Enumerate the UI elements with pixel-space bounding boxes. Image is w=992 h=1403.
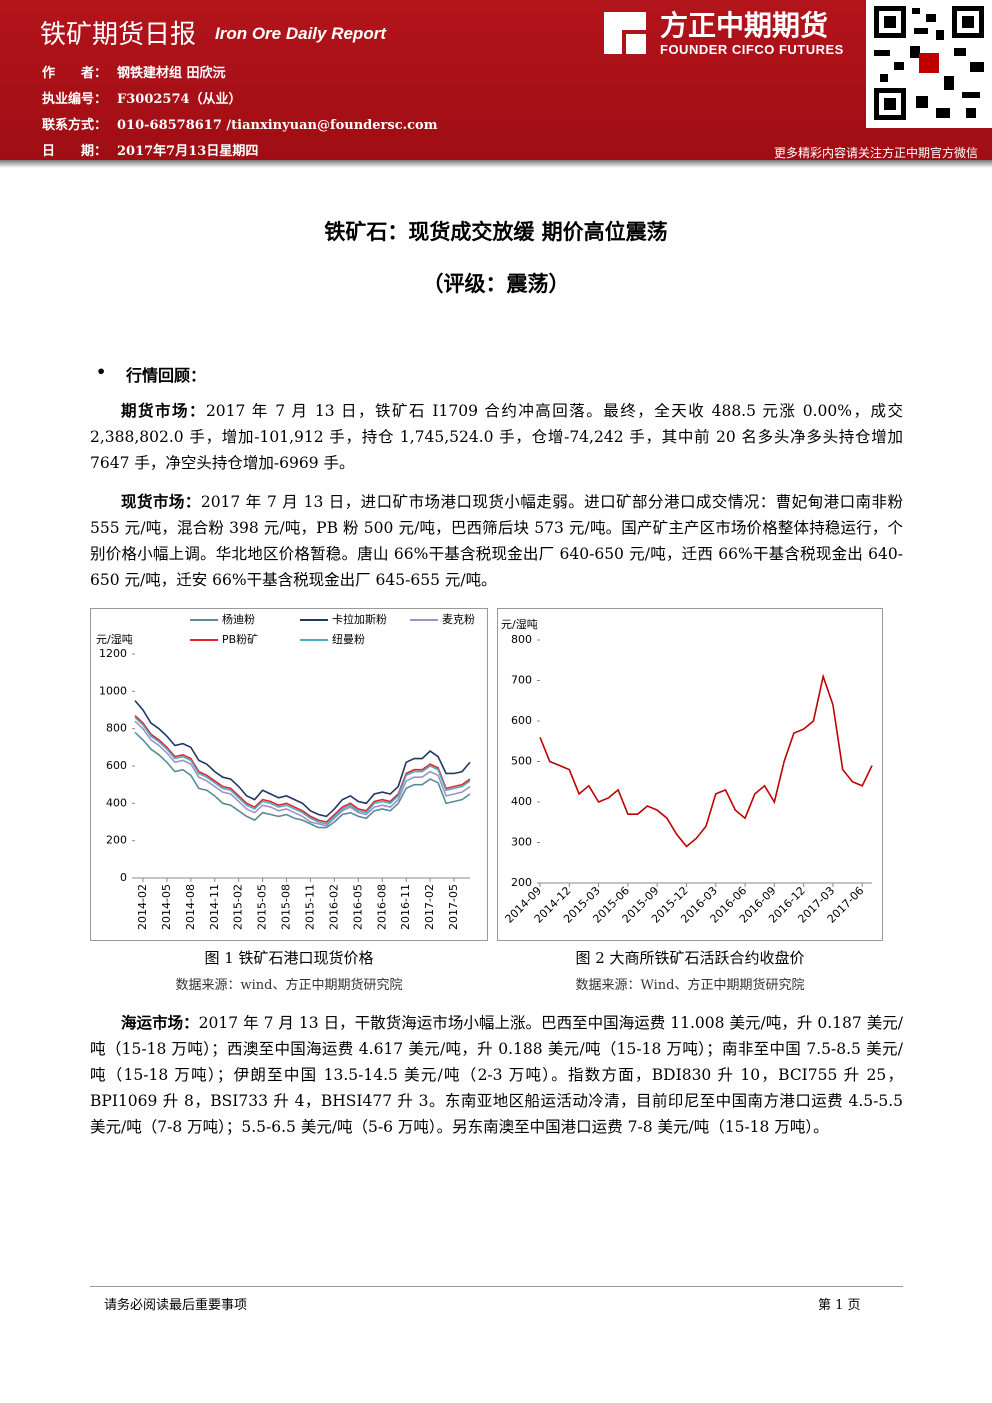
x-tick-label: 2017-02 [423,884,436,930]
date-row: 日 期： 2017年7月13日星期四 [42,140,258,159]
y-tick-label: 1200 [99,647,127,660]
report-subtitle: Iron Ore Daily Report [215,24,386,43]
field-label: 联系方式： [42,118,108,133]
x-tick-label: 2014-08 [184,884,197,930]
paragraph-text: 2017 年 7 月 13 日，进口矿市场港口现货小幅走弱。进口矿部分港口成交情… [90,493,903,589]
data-line [134,716,471,825]
footer-rule [90,1286,903,1287]
x-tick-label: 2016-02 [327,884,340,930]
data-line [134,720,471,827]
x-tick-label: 2014-02 [136,884,149,930]
paragraph-text: 2017 年 7 月 13 日，干散货海运市场小幅上涨。巴西至中国海运费 11.… [90,1014,903,1136]
legend-label: 麦克粉 [442,613,475,626]
field-value: 010-68578617 /tianxinyuan@foundersc.com [117,118,438,133]
logo-english: FOUNDER CIFCO FUTURES [660,42,844,57]
chart-frame [90,608,488,941]
article-title: 铁矿石：现货成交放缓 期价高位震荡 [324,219,668,244]
contact-row: 联系方式： 010-68578617 /tianxinyuan@foundersc… [42,114,438,133]
data-line [134,715,471,823]
y-tick-label: 1000 [99,684,127,697]
logo-name: 方正中期期货 [660,9,829,42]
x-tick-label: 2016-11 [399,884,412,930]
x-tick-label: 2014-11 [208,884,221,930]
wechat-note: 更多精彩内容请关注方正中期官方微信 [773,146,978,160]
logo-icon [604,12,646,54]
legend-label: 纽曼粉 [332,632,365,646]
section-heading: 行情回顾： [96,362,206,386]
y-tick-label: 700 [511,674,532,687]
report-title: 铁矿期货日报 [40,20,197,50]
paragraph: 现货市场：2017 年 7 月 13 日，进口矿市场港口现货小幅走弱。进口矿部分… [90,489,903,593]
author-row: 作 者： 钢铁建材组 田欣沅 [42,62,226,81]
field-value: 钢铁建材组 田欣沅 [117,66,226,81]
data-line [134,700,471,818]
y-tick-label: 400 [511,795,532,808]
header-shadow [0,160,992,168]
page-number: 第 1 页 [818,1298,861,1313]
paragraph: 海运市场：2017 年 7 月 13 日，干散货海运市场小幅上涨。巴西至中国海运… [90,1010,903,1140]
y-tick-label: 200 [106,834,127,847]
field-label: 执业编号： [42,92,108,107]
y-tick-label: 800 [106,722,127,735]
y-tick-label: 0 [120,871,127,884]
chart: 元/湿吨 0 200 400 600 800 1000 1200 2014-02 2014-05 2… [90,608,488,941]
paragraph-text: 2017 年 7 月 13 日，铁矿石 I1709 合约冲高回落。最终，全天收 … [90,402,903,472]
y-tick-label: 400 [106,796,127,809]
chart-frame [497,608,883,941]
field-label: 作 者： [42,66,108,81]
x-tick-label: 2014-05 [160,884,173,930]
x-tick-label: 2016-05 [351,884,364,930]
x-tick-label: 2015-08 [280,884,293,930]
paragraph: 期货市场：2017 年 7 月 13 日，铁矿石 I1709 合约冲高回落。最终… [90,398,903,476]
x-tick-label: 2015-11 [303,884,316,930]
legend-label: PB粉矿 [222,633,258,646]
y-tick-label: 200 [511,876,532,889]
data-line [539,673,873,848]
qr-code [866,0,992,128]
footer-note: 请务必阅读最后重要事项 [104,1298,248,1313]
license-row: 执业编号： F3002574（从业） [42,88,242,107]
legend-label: 杨迪粉 [222,612,255,626]
y-tick-label: 800 [511,633,532,646]
field-value: F3002574（从业） [117,92,242,107]
legend-label: 卡拉加斯粉 [332,612,387,626]
data-line [134,731,471,829]
y-tick-label: 600 [106,759,127,772]
y-tick-label: 300 [511,836,532,849]
y-tick-label: 500 [511,755,532,768]
header-band [0,0,992,160]
section-text: 行情回顾： [126,366,207,385]
paragraph-lead: 海运市场： [121,1013,199,1032]
field-label: 日 期： [42,144,108,159]
x-tick-label: 2016-08 [375,884,388,930]
x-tick-label: 2015-02 [232,884,245,930]
field-value: 2017年7月13日星期四 [117,144,259,159]
figure-caption: 图 1 铁矿石港口现货价格 [204,949,374,967]
x-tick-label: 2015-05 [256,884,269,930]
y-tick-label: 600 [511,714,532,727]
figure-source: 数据来源：wind、方正中期期货研究院 [175,978,403,993]
y-axis-title: 元/湿吨 [501,618,538,631]
paragraph-lead: 期货市场： [121,401,206,420]
y-axis-title: 元/湿吨 [96,633,133,646]
x-tick-label: 2017-05 [447,884,460,930]
chart: 元/湿吨2003004005006007008002014-092014-122… [497,608,883,941]
figure-source: 数据来源：Wind、方正中期期货研究院 [575,978,805,993]
article-rating: （评级：震荡） [422,271,570,296]
figure-caption: 图 2 大商所铁矿石活跃合约收盘价 [575,949,805,967]
paragraph-lead: 现货市场： [121,492,201,511]
